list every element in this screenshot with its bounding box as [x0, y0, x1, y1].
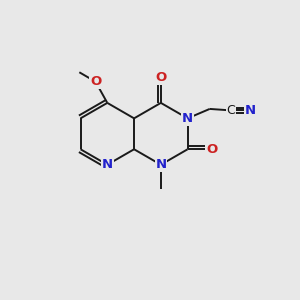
Text: O: O [206, 143, 218, 156]
Text: O: O [90, 75, 101, 88]
Text: N: N [182, 112, 193, 125]
Text: O: O [155, 71, 166, 84]
Text: C: C [226, 104, 235, 117]
Text: N: N [244, 104, 256, 117]
Text: N: N [102, 158, 113, 171]
Text: N: N [155, 158, 167, 171]
